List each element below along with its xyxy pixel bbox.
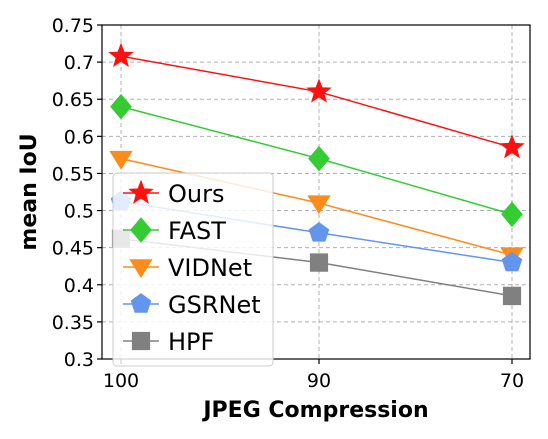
y-tick-label: 0.45 <box>52 238 94 260</box>
data-point-gsrnet <box>308 221 330 242</box>
y-tick-label: 0.7 <box>64 52 94 74</box>
series-line-ours <box>120 55 513 149</box>
legend-box <box>112 172 274 367</box>
y-tick-label: 0.75 <box>52 15 94 37</box>
legend-label: HPF <box>168 328 214 356</box>
data-point-hpf <box>502 286 522 306</box>
data-point-gsrnet <box>501 251 523 272</box>
y-tick-label: 0.4 <box>64 275 94 297</box>
y-tick-label: 0.5 <box>64 201 94 223</box>
y-tick-label: 0.35 <box>52 312 94 334</box>
data-point-hpf <box>309 253 329 272</box>
x-tick-label: 100 <box>103 370 139 392</box>
data-point-vidnet <box>307 195 331 215</box>
legend-marker <box>130 293 152 313</box>
data-point-ours <box>499 134 525 159</box>
y-tick-label: 0.6 <box>64 126 94 148</box>
legend-label: FAST <box>168 217 226 245</box>
legend-label: GSRNet <box>168 291 261 319</box>
y-axis-title: mean IoU <box>17 133 42 250</box>
y-tick-label: 0.55 <box>52 163 94 185</box>
legend-marker <box>129 259 153 279</box>
legend-label: Ours <box>168 180 224 208</box>
x-tick-label: 90 <box>307 370 331 392</box>
data-point-fast <box>308 145 330 172</box>
data-point-ours <box>306 78 332 103</box>
legend-marker <box>131 331 151 351</box>
legend: Ours FAST VIDNet GSRNet HPF <box>112 172 274 367</box>
data-point-ours <box>108 42 134 68</box>
data-point-fast <box>110 93 132 120</box>
y-axis-ticks: 0.3 0.35 0.4 0.45 0.5 0.55 0.6 0.65 0.7 0.75 <box>52 15 102 371</box>
legend-marker <box>128 179 154 204</box>
legend-label: VIDNet <box>168 254 252 282</box>
y-tick-label: 0.3 <box>64 349 94 371</box>
data-point-vidnet <box>109 150 133 170</box>
legend-marker <box>130 217 152 243</box>
y-tick-label: 0.65 <box>52 89 94 111</box>
x-axis-title: JPEG Compression <box>201 398 428 423</box>
plot-frame <box>101 24 531 360</box>
data-point-fast <box>501 201 523 228</box>
x-tick-label: 70 <box>500 370 524 392</box>
x-axis-ticks: 100 90 70 <box>103 359 524 392</box>
